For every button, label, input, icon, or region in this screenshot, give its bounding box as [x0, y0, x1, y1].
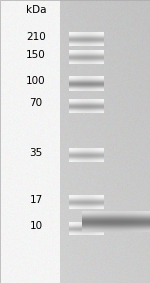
- Text: 100: 100: [26, 76, 46, 86]
- Text: kDa: kDa: [26, 5, 46, 15]
- Text: 70: 70: [29, 98, 43, 108]
- Text: 210: 210: [26, 32, 46, 42]
- Text: 150: 150: [26, 50, 46, 60]
- Text: 10: 10: [29, 221, 43, 231]
- Text: 35: 35: [29, 148, 43, 158]
- Text: 17: 17: [29, 194, 43, 205]
